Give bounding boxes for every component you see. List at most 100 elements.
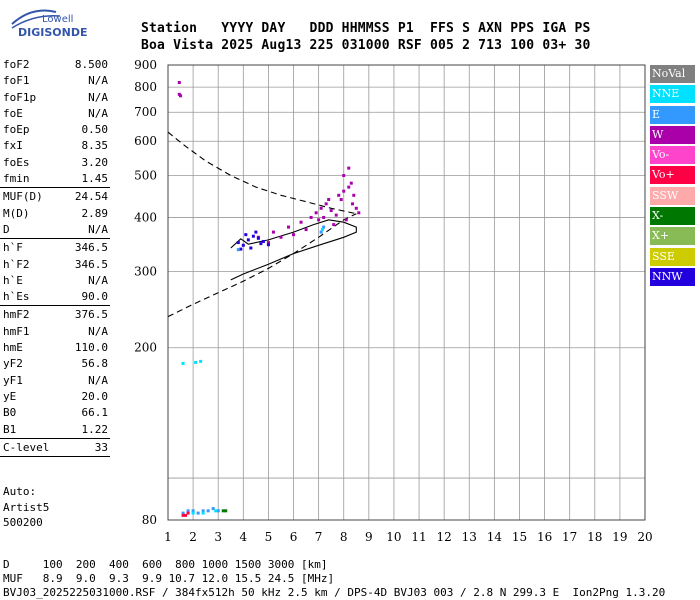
param-name: foE bbox=[3, 106, 23, 120]
param-value: 8.35 bbox=[81, 139, 109, 153]
echo-point-w bbox=[299, 220, 303, 224]
echo-point-w bbox=[287, 225, 291, 229]
echo-point-w bbox=[349, 181, 353, 185]
param-name: fxI bbox=[3, 139, 23, 153]
auto-program: Artist5 bbox=[3, 500, 50, 514]
y-tick-label: 80 bbox=[142, 513, 157, 527]
param-name: yE bbox=[3, 389, 17, 403]
echo-point-nnw bbox=[259, 242, 263, 246]
x-tick-label: 20 bbox=[637, 530, 652, 544]
param-name: B1 bbox=[3, 422, 17, 436]
param-value: N/A bbox=[88, 324, 108, 338]
param-row: D N/A bbox=[0, 221, 110, 237]
param-value: 24.54 bbox=[74, 190, 108, 204]
profile-line-extrapolated-lower bbox=[167, 213, 357, 318]
echo-point-e bbox=[201, 509, 205, 513]
param-name: foF1 bbox=[3, 74, 30, 88]
echo-point-nnw bbox=[256, 236, 260, 240]
y-tick-label: 700 bbox=[134, 105, 157, 119]
echo-point-nne bbox=[199, 359, 203, 363]
echo-point-e bbox=[236, 248, 240, 252]
param-value: 1.45 bbox=[81, 172, 109, 186]
param-value: 1.22 bbox=[81, 422, 109, 436]
echo-point-nnw bbox=[236, 241, 240, 245]
param-row: foE N/A bbox=[0, 105, 110, 121]
param-row: h`F2 346.5 bbox=[0, 256, 110, 272]
legend-item-nnw: NNW bbox=[650, 267, 695, 286]
param-row: foF2 8.500 bbox=[0, 56, 110, 72]
param-value: 346.5 bbox=[74, 257, 108, 271]
echo-point-e bbox=[196, 511, 200, 515]
x-tick-label: 11 bbox=[411, 530, 426, 544]
y-tick-label: 800 bbox=[134, 80, 157, 94]
auto-label: Auto: bbox=[3, 485, 37, 498]
param-row: yF1 N/A bbox=[0, 372, 110, 388]
param-row: C-level 33 bbox=[0, 439, 110, 455]
echo-point-e bbox=[186, 509, 190, 513]
param-name: B0 bbox=[3, 406, 17, 420]
legend-item-ssw: SSW bbox=[650, 186, 695, 205]
param-separator bbox=[0, 238, 110, 240]
x-tick-label: 16 bbox=[537, 530, 552, 544]
param-value: N/A bbox=[88, 273, 108, 287]
param-name: C-level bbox=[3, 440, 50, 454]
parameter-table: foF2 8.500 foF1 N/A foF1p N/A foE N/A foEp 0.50 fx… bbox=[0, 56, 110, 458]
echo-point-w bbox=[352, 193, 356, 197]
echo-point-e bbox=[206, 509, 210, 513]
x-tick-label: 9 bbox=[365, 530, 373, 544]
echo-point-nnw bbox=[239, 247, 243, 251]
param-row: h`F 346.5 bbox=[0, 239, 110, 255]
echo-point-w bbox=[344, 218, 348, 222]
echo-point-nnw bbox=[254, 230, 258, 234]
param-name: foEp bbox=[3, 123, 30, 137]
param-row: B1 1.22 bbox=[0, 421, 110, 437]
auto-version: 500200 bbox=[3, 516, 43, 529]
param-name: foF2 bbox=[3, 58, 30, 71]
legend-item-w: W bbox=[650, 125, 695, 144]
echo-point-e bbox=[211, 507, 215, 511]
param-name: D bbox=[3, 222, 10, 236]
echo-point-w bbox=[179, 94, 183, 98]
param-row: yE 20.0 bbox=[0, 388, 110, 404]
echo-point-nne bbox=[320, 228, 324, 232]
param-row: B0 66.1 bbox=[0, 404, 110, 420]
station-header: Station YYYY DAY DDD HHMMSS P1 FFS S AXN… bbox=[141, 20, 591, 54]
param-row: foF1p N/A bbox=[0, 89, 110, 105]
echo-point-nnw bbox=[261, 239, 265, 243]
echo-point-w bbox=[347, 166, 351, 170]
param-name: yF1 bbox=[3, 373, 23, 387]
param-value: 8.500 bbox=[74, 58, 108, 71]
echo-point-w bbox=[324, 202, 328, 206]
x-tick-label: 12 bbox=[437, 530, 452, 544]
param-value: 376.5 bbox=[74, 308, 108, 322]
x-tick-label: 17 bbox=[562, 530, 577, 544]
echo-point-w bbox=[332, 223, 336, 227]
echo-point-w bbox=[342, 173, 346, 177]
param-value: 66.1 bbox=[81, 406, 109, 420]
polarization-legend: NoVal NNE E W Vo- Vo+ SSW X- X+ SSE NNW bbox=[650, 65, 695, 288]
echo-point-w bbox=[347, 185, 351, 189]
echo-point-vo- bbox=[186, 511, 190, 515]
param-value: 56.8 bbox=[81, 357, 109, 371]
param-value: 346.5 bbox=[74, 241, 108, 255]
autoscaling-info: Auto: Artist5 500200 bbox=[3, 484, 49, 531]
x-tick-label: 10 bbox=[386, 530, 401, 544]
footer-muf-row: MUF 8.9 9.0 9.3 9.9 10.7 12.0 15.5 24.5 … bbox=[3, 572, 335, 585]
echo-point-w bbox=[177, 80, 181, 84]
echo-point-nne bbox=[194, 360, 198, 364]
param-row: foF1 N/A bbox=[0, 72, 110, 88]
legend-item-vo-: Vo- bbox=[650, 146, 695, 165]
y-tick-label: 200 bbox=[134, 341, 157, 355]
profile-line-extrapolated-upper bbox=[167, 131, 357, 215]
x-tick-label: 15 bbox=[512, 530, 527, 544]
param-name: hmE bbox=[3, 341, 23, 355]
legend-item-nne: NNE bbox=[650, 85, 695, 104]
param-value: 20.0 bbox=[81, 389, 109, 403]
param-row: yF2 56.8 bbox=[0, 355, 110, 371]
echo-point-nne bbox=[191, 511, 195, 515]
param-name: foF1p bbox=[3, 90, 37, 104]
param-separator bbox=[0, 456, 110, 458]
param-name: yF2 bbox=[3, 357, 23, 371]
echo-point-w bbox=[317, 218, 321, 222]
echo-point-e bbox=[322, 225, 326, 229]
